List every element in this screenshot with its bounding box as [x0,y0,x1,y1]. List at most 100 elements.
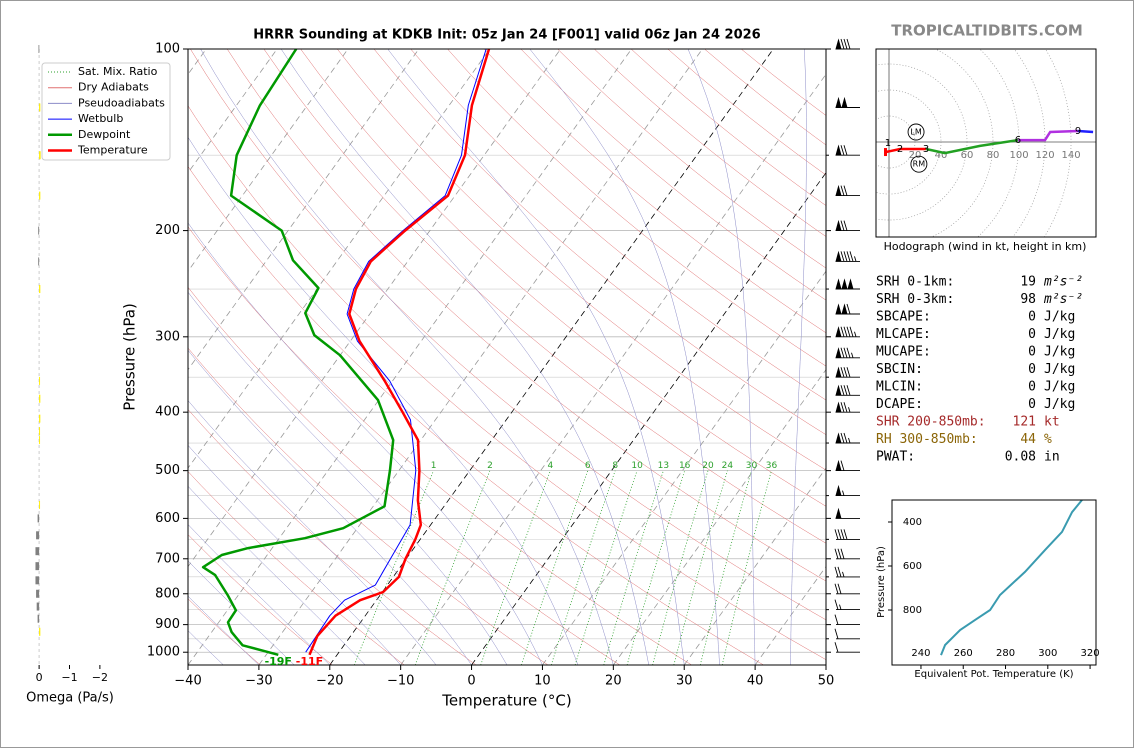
stat-value: 98 [1020,292,1036,307]
stat-unit: kt [1044,415,1060,430]
legend-label: Sat. Mix. Ratio [78,65,158,78]
theta-e-line [940,500,1083,656]
wind-barb [835,96,860,108]
stat-unit: m²s⁻² [1043,292,1083,307]
dry-adiabat [188,347,549,665]
hodo-ring [1012,49,1046,237]
hodo-ring [876,89,942,195]
dry-adiabat [188,534,333,665]
mixing-ratio-line [480,470,551,665]
omega-bar [37,614,40,623]
mixing-ratio-line [652,470,709,665]
mixing-ratio-label: 36 [766,461,778,471]
dry-adiabat [188,409,477,665]
pseudoadiabat [188,595,260,665]
theta-x-tick-label: 300 [1038,648,1057,659]
theta-e-frame [891,499,1097,666]
wind-barb [835,250,860,262]
mixing-ratio-label: 6 [585,461,591,471]
hodo-height-label: 9 [1075,126,1081,137]
hodo-ring-label: 80 [987,150,1000,161]
hodo-trace [885,147,927,154]
dry-adiabat [188,165,764,665]
omega-bar [39,151,41,160]
hodograph-frame [875,48,1097,238]
x-tick-label: −30 [245,674,272,689]
omega-bar [35,547,40,556]
y-axis-label: Pressure (hPa) [121,303,139,411]
mixing-ratio-label: 2 [487,461,493,471]
wind-barb [835,432,860,444]
mixing-ratio-label: 1 [431,461,437,471]
stat-label: SHR 200-850mb: [876,415,986,430]
omega-bar [39,427,41,436]
hodo-ring-label: 100 [1009,150,1028,161]
omega-bar [39,394,41,403]
omega-bar [36,589,40,598]
skewt-frame [187,48,827,666]
storm-motion-marker [910,155,928,173]
profile-line [308,49,491,656]
pseudoadiabat [188,222,543,665]
pseudoadiabat [529,49,720,665]
isotherm [188,49,491,469]
isotherm [188,49,349,272]
hodo-start [884,148,888,157]
stat-unit: J/kg [1044,345,1075,360]
wind-barb [835,326,860,338]
wind-barb [835,507,860,519]
theta-x-label: Equivalent Pot. Temperature (K) [914,669,1073,680]
stat-label: MLCAPE: [876,327,931,342]
isotherm [188,49,420,371]
wind-barb [834,548,860,560]
legend-label: Temperature [77,144,148,157]
mixing-ratio-line [603,470,664,665]
dry-adiabat [447,49,826,367]
x-tick-label: 50 [818,674,835,689]
omega-bar [39,500,41,509]
dry-adiabat [300,49,826,507]
omega-bar [36,602,40,611]
x-tick-label: 10 [534,674,551,689]
wind-barb [835,184,860,197]
skewt-data [201,49,491,657]
omega-x-tick-label: −1 [61,671,77,684]
hodo-height-label: 3 [923,144,929,155]
mixing-ratio-label: 13 [658,461,669,471]
pseudoadiabat [387,49,685,665]
stat-unit: J/kg [1044,327,1075,342]
y-tick-label: 300 [155,329,180,344]
dry-adiabat [226,49,826,582]
theta-x-tick-label: 280 [996,648,1015,659]
pseudoadiabat [790,49,807,665]
brand: TROPICALTIDBITS.COM [891,22,1083,40]
stat-label: DCAPE: [876,397,923,412]
mixing-ratio-label: 20 [702,461,714,471]
theta-x-tick-label: 240 [911,648,930,659]
wind-barb [835,219,860,232]
stat-value: 121 [1013,415,1036,430]
mixing-ratio-label: 30 [746,461,758,471]
wind-barb [834,583,860,595]
legend-label: Wetbulb [78,112,123,125]
y-tick-label: 800 [155,586,180,601]
mixing-ratio-line [721,470,772,665]
wind-barb [835,303,860,315]
mixing-ratio-label: 4 [548,461,554,471]
wind-barb [834,614,860,626]
dry-adiabat [188,286,621,665]
skewt-background [188,49,826,665]
hodo-ring [930,49,994,237]
omega-x-tick-label: −2 [92,671,108,684]
wind-barb [835,384,860,396]
pseudoadiabat [188,485,366,665]
x-tick-label: −20 [316,674,343,689]
hodo-height-label: 2 [897,144,903,155]
stat-label: SBCIN: [876,362,923,377]
y-tick-label: 900 [155,617,180,632]
y-tick-label: 600 [155,511,180,526]
pseudoadiabat [188,444,401,665]
wind-barb [835,38,860,50]
hodograph-caption: Hodograph (wind in kt, height in km) [884,240,1087,253]
